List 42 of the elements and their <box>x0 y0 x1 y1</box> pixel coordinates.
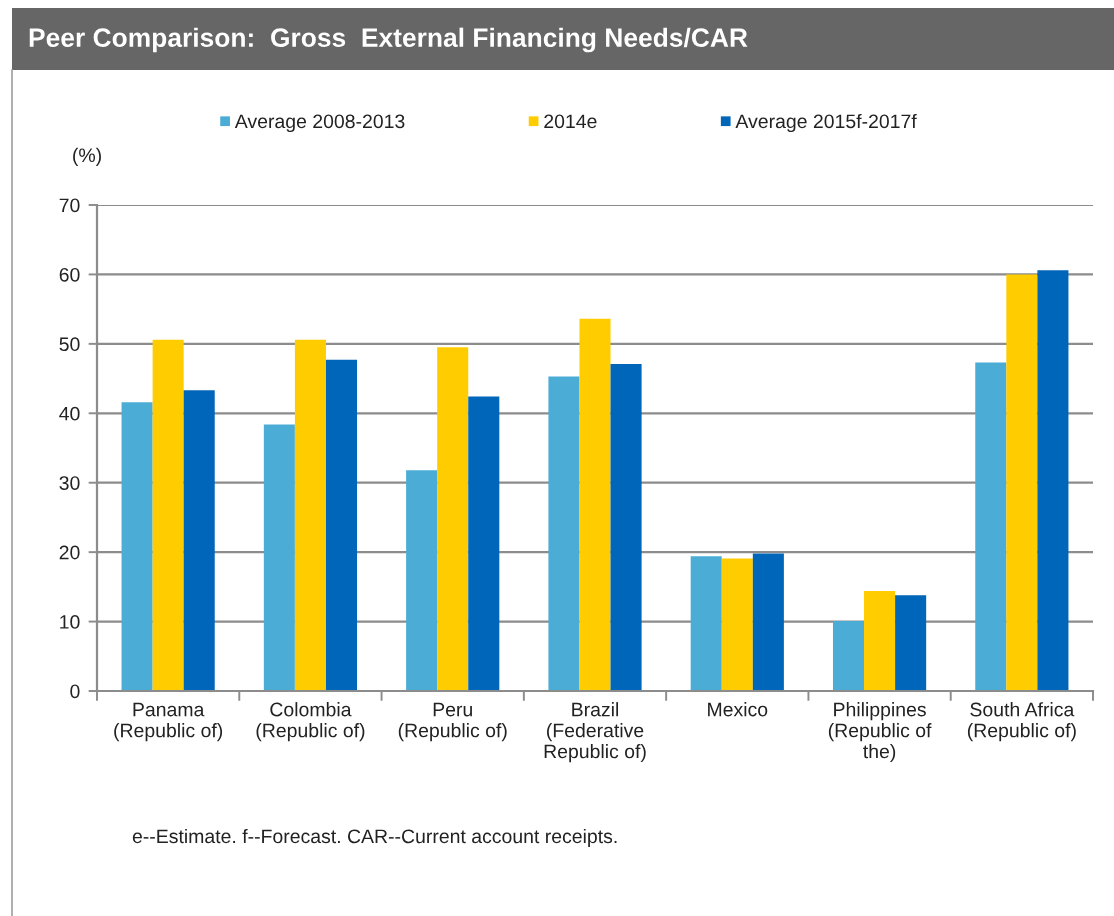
y-tick-label: 40 <box>59 406 80 421</box>
y-tick-label: 20 <box>59 545 80 560</box>
y-tick-label: 30 <box>59 476 80 490</box>
bar <box>721 558 753 691</box>
bar <box>864 591 896 691</box>
x-tick-label: Colombia (Republic of) <box>256 702 365 742</box>
x-tick-label: Philippines (Republic of the) <box>828 702 932 763</box>
chart-title: Peer Comparison: Gross External Financing Needs/CAR <box>29 27 748 53</box>
bar <box>690 556 722 691</box>
bar <box>832 620 865 691</box>
bar <box>468 396 500 691</box>
bar <box>579 318 611 691</box>
x-tick-label: Mexico <box>708 702 768 717</box>
y-tick-label: 50 <box>59 337 80 352</box>
bar <box>752 553 784 691</box>
y-axis-title: (%) <box>73 147 101 166</box>
y-tick-label: 10 <box>60 615 80 629</box>
bar <box>183 390 215 691</box>
bar <box>263 424 295 691</box>
bar <box>548 376 580 691</box>
y-tick-label: 70 <box>59 198 80 213</box>
bar <box>437 347 469 691</box>
bar <box>152 339 184 691</box>
bar <box>610 363 642 691</box>
bar <box>406 470 438 691</box>
legend-label: Average 2008-2013 <box>234 114 405 133</box>
y-tick-label: 60 <box>59 267 80 282</box>
text: e--Estimate. f--Forecast. CAR--Current account receipts. <box>132 828 617 848</box>
x-tick-label: Brazil (Federative Republic of) <box>544 702 646 763</box>
bar <box>294 339 326 691</box>
x-tick-label: Panama (Republic of) <box>114 702 223 742</box>
x-tick-label: South Africa (Republic of) <box>967 702 1076 742</box>
bar <box>1006 274 1038 691</box>
bar <box>895 595 927 691</box>
legend-label: 2014e <box>544 114 597 129</box>
bar <box>975 362 1007 691</box>
x-tick-label: Peru (Republic of) <box>398 702 507 742</box>
bar <box>121 402 153 691</box>
bar <box>325 359 358 691</box>
bar <box>1037 270 1069 691</box>
legend-label: Average 2015f-2017f <box>735 113 917 133</box>
y-tick-label: 0 <box>70 684 80 699</box>
